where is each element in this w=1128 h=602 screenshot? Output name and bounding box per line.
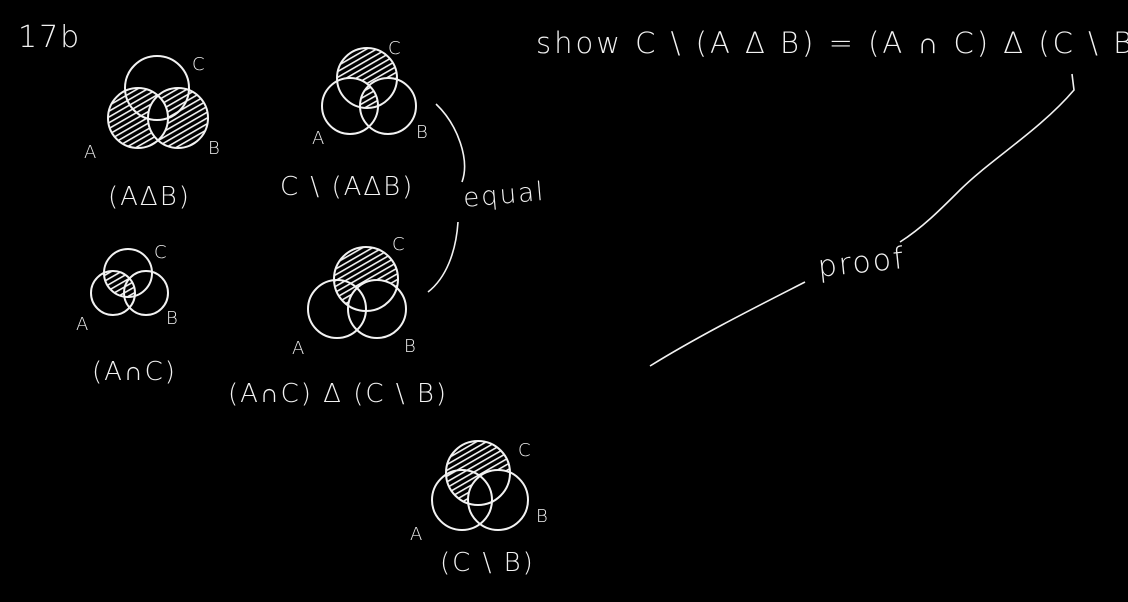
shading-c-minus-b	[446, 441, 510, 505]
venn-diagram-a-and-c-sym-c-minus-b	[307, 246, 407, 339]
circle-a	[107, 87, 169, 149]
diagram-2-label-c: C	[388, 38, 403, 59]
circle-b	[467, 469, 529, 531]
circle-c	[336, 47, 398, 109]
equal-bracket-lower	[427, 221, 459, 293]
diagram-1-label-c: C	[192, 54, 207, 75]
diagram-4-label-c: C	[392, 234, 407, 255]
diagram-4-caption: (A∩C) Δ (C \ B)	[228, 379, 448, 409]
diagram-1-label-a: A	[84, 142, 99, 163]
circle-a	[307, 279, 367, 339]
diagram-2-caption: C \ (AΔB)	[280, 172, 415, 202]
diagram-5-caption: (C \ B)	[440, 548, 535, 578]
diagram-1-label-b: B	[208, 138, 222, 159]
diagram-2-label-a: A	[312, 128, 327, 149]
circle-c	[124, 55, 190, 121]
diagram-4-label-b: B	[404, 336, 418, 357]
venn-diagram-a-and-c	[90, 248, 169, 316]
circle-a	[90, 270, 136, 316]
diagram-5-label-b: B	[536, 506, 550, 527]
venn-diagram-c-minus-b	[431, 440, 529, 531]
diagram-3-label-a: A	[76, 314, 91, 335]
venn-diagram-a-sym-b	[107, 55, 209, 149]
statement: show C \ (A Δ B) = (A ∩ C) Δ (C \ B)	[536, 26, 1128, 60]
circle-b	[147, 87, 209, 149]
shading-a-and-c-sym-c-minus-b	[334, 247, 398, 311]
proof-line-upper	[899, 73, 1075, 243]
circle-a	[431, 469, 493, 531]
diagram-3-caption: (A∩C)	[92, 357, 177, 387]
diagram-2-label-b: B	[416, 122, 430, 143]
circle-a	[321, 77, 379, 135]
diagram-4-label-a: A	[292, 338, 307, 359]
diagram-5-label-a: A	[410, 524, 425, 545]
diagram-5-label-c: C	[518, 440, 533, 461]
equal-bracket-upper	[435, 103, 466, 183]
diagram-3-label-b: B	[166, 308, 180, 329]
circle-b	[359, 77, 417, 135]
venn-diagram-c-minus-a-sym-b	[321, 47, 417, 135]
diagram-1-caption: (AΔB)	[108, 182, 191, 212]
circle-b	[347, 279, 407, 339]
circle-b	[123, 270, 169, 316]
problem-number: 17b	[18, 20, 82, 55]
proof-line-lower	[649, 281, 806, 367]
diagram-3-label-c: C	[154, 242, 169, 263]
shading-c-minus-a-sym-b	[337, 48, 397, 108]
